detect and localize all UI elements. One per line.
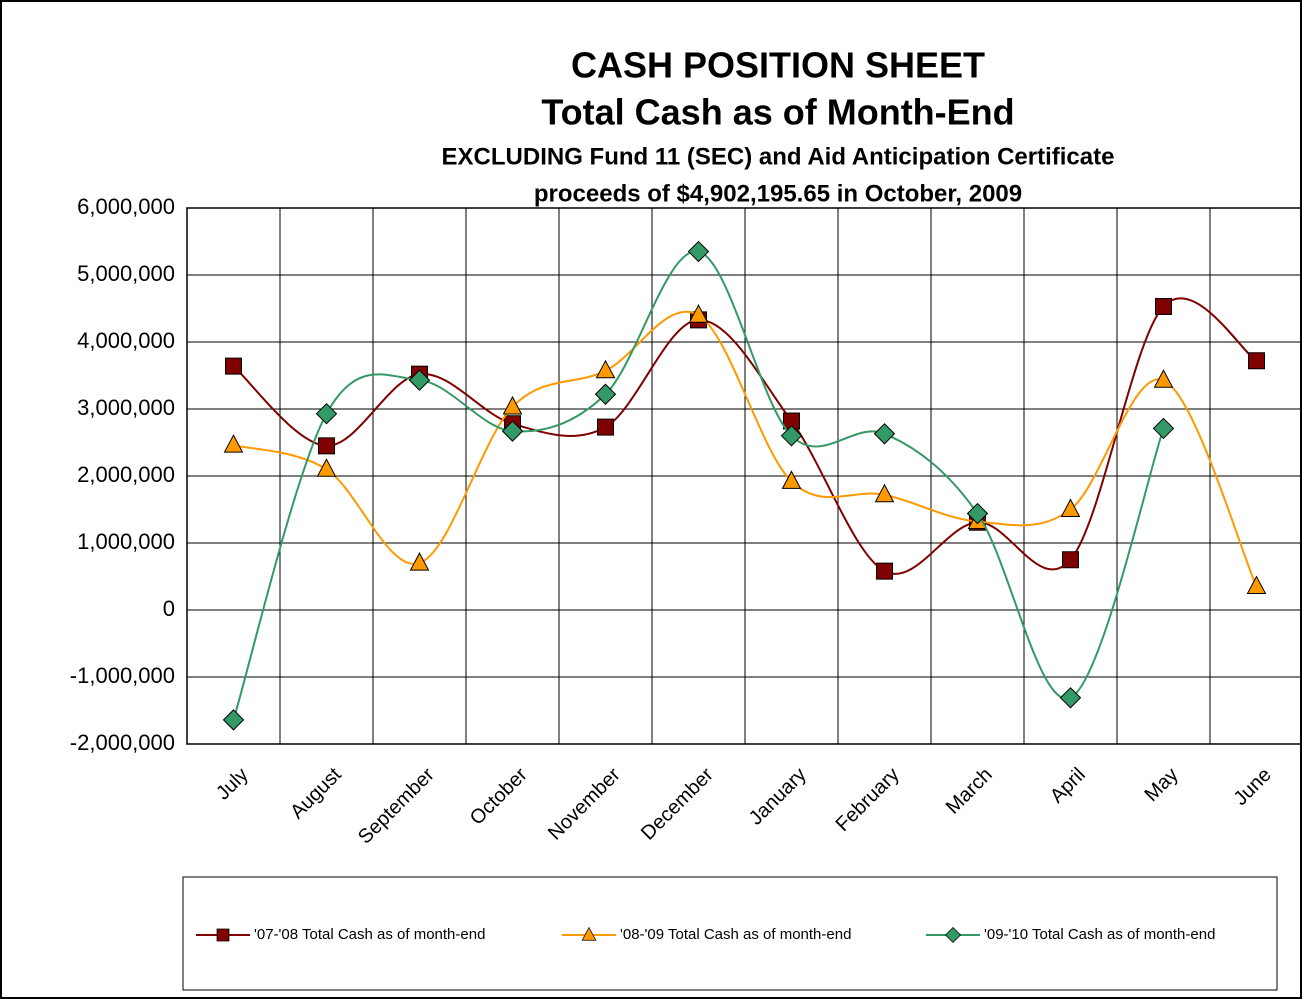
chart-subtitle: Total Cash as of Month-End	[541, 92, 1014, 133]
marker	[594, 383, 617, 405]
marker	[216, 928, 230, 942]
y-tick-label: -2,000,000	[70, 730, 175, 755]
marker	[316, 458, 337, 477]
marker	[1246, 575, 1267, 595]
y-tick-label: 5,000,000	[77, 261, 175, 286]
y-tick-label: 2,000,000	[77, 462, 175, 487]
marker	[873, 423, 896, 445]
marker	[1153, 369, 1174, 388]
y-tick-label: 0	[163, 596, 175, 621]
marker	[1155, 297, 1172, 315]
legend-box	[182, 876, 1278, 991]
marker	[1152, 417, 1175, 440]
series-line	[232, 250, 1165, 721]
y-tick-label: 6,000,000	[77, 194, 175, 219]
y-tick-label: 4,000,000	[77, 328, 175, 353]
marker	[780, 425, 803, 447]
marker	[315, 402, 338, 425]
marker	[223, 434, 244, 453]
marker	[966, 502, 989, 525]
marker	[318, 437, 335, 455]
marker	[595, 359, 616, 379]
marker	[581, 926, 597, 941]
y-tick-label: -1,000,000	[70, 663, 175, 688]
marker	[874, 483, 895, 503]
marker	[501, 420, 524, 442]
marker	[408, 369, 431, 391]
marker	[876, 562, 893, 580]
marker	[687, 240, 710, 263]
marker	[502, 395, 523, 415]
marker	[222, 709, 245, 731]
plot-border	[186, 207, 1302, 745]
marker	[1060, 498, 1081, 517]
y-tick-label: 1,000,000	[77, 529, 175, 554]
marker	[944, 926, 962, 944]
y-tick-label: 3,000,000	[77, 395, 175, 420]
chart-note: EXCLUDING Fund 11 (SEC) and Aid Anticipa…	[442, 143, 1115, 170]
chart-title: CASH POSITION SHEET	[571, 45, 985, 86]
marker	[1059, 687, 1082, 709]
chart-note: proceeds of $4,902,195.65 in October, 20…	[534, 180, 1022, 207]
legend-label: '07-'08 Total Cash as of month-end	[254, 926, 485, 943]
marker	[597, 418, 614, 436]
marker	[1248, 352, 1265, 370]
marker	[225, 357, 242, 375]
legend-label: '09-'10 Total Cash as of month-end	[984, 926, 1215, 943]
marker	[1062, 551, 1079, 569]
legend-label: '08-'09 Total Cash as of month-end	[620, 926, 851, 943]
marker	[781, 470, 802, 489]
marker	[688, 304, 709, 323]
marker	[409, 552, 430, 571]
